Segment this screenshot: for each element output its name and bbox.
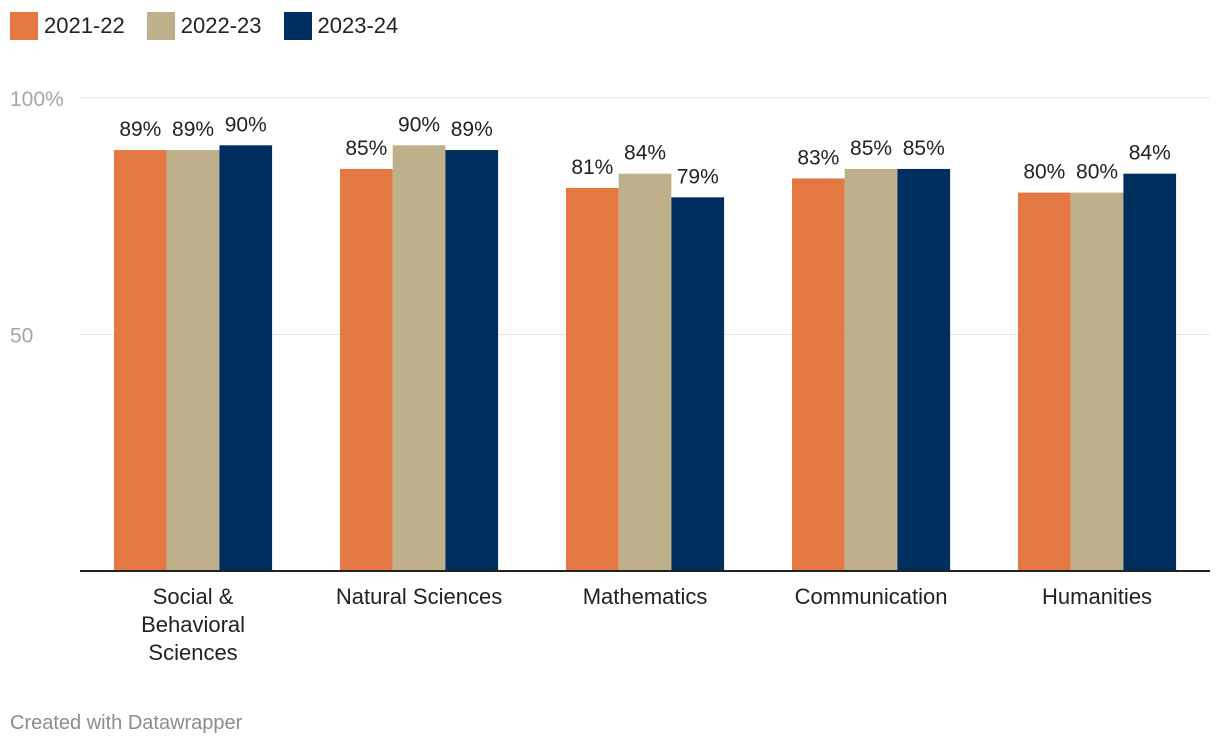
data-label: 80% — [1076, 161, 1118, 184]
x-tick-label: Natural Sciences — [336, 584, 502, 609]
bar — [1018, 192, 1071, 571]
bar — [792, 178, 845, 571]
bar — [566, 187, 619, 571]
bar — [166, 150, 220, 571]
legend-item-2023-24: 2023-24 — [283, 12, 399, 40]
bar — [897, 168, 951, 571]
x-tick-label: Humanities — [1042, 584, 1152, 609]
legend-swatch-2023-24 — [283, 12, 312, 40]
y-tick-label: 50 — [10, 325, 33, 348]
data-label: 89% — [451, 118, 493, 141]
bar — [844, 168, 898, 571]
bar — [1070, 192, 1124, 571]
bar — [618, 173, 672, 571]
data-label: 84% — [624, 142, 666, 165]
data-label: 90% — [225, 113, 267, 136]
legend-item-2021-22: 2021-22 — [10, 12, 125, 40]
data-label: 89% — [119, 118, 161, 141]
legend-item-2022-23: 2022-23 — [146, 12, 262, 40]
data-label: 83% — [797, 146, 839, 169]
data-label: 84% — [1129, 142, 1171, 165]
data-label: 89% — [172, 118, 214, 141]
data-label: 85% — [850, 137, 892, 160]
data-label: 80% — [1023, 161, 1065, 184]
bar — [392, 145, 446, 572]
x-tick-label: Communication — [795, 584, 948, 609]
legend: 2021-22 2022-23 2023-24 — [10, 12, 398, 40]
bar — [219, 145, 273, 572]
data-label: 85% — [345, 137, 387, 160]
y-tick-label: 100% — [10, 88, 64, 111]
bar — [671, 197, 725, 571]
bar — [114, 150, 167, 571]
data-label: 79% — [677, 165, 719, 188]
legend-label-2023-24: 2023-24 — [317, 13, 399, 38]
credit-text: Created with Datawrapper — [10, 712, 243, 734]
x-tick-label: Mathematics — [583, 584, 708, 609]
data-label: 81% — [571, 156, 613, 179]
legend-label-2021-22: 2021-22 — [44, 13, 125, 38]
bar — [445, 150, 499, 571]
data-label: 90% — [398, 113, 440, 136]
legend-label-2022-23: 2022-23 — [180, 13, 262, 38]
bar — [340, 168, 393, 571]
data-label: 85% — [903, 137, 945, 160]
x-tick-label: Social & Behavioral Sciences — [141, 584, 245, 665]
legend-swatch-2022-23 — [146, 12, 175, 40]
legend-swatch-2021-22 — [10, 12, 38, 40]
bar — [1123, 173, 1177, 571]
bar-chart: 100% 50 89% 89% 90% Social & Behavioral Science… — [10, 88, 1210, 665]
